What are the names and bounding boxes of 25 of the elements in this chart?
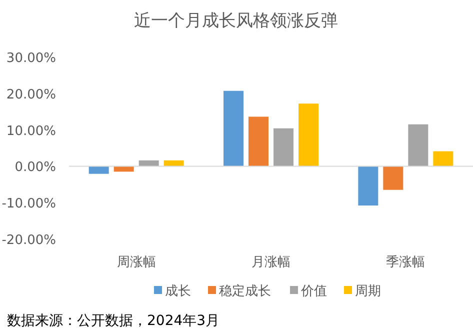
y-tick-label: -20.00% (2, 233, 56, 248)
bar (248, 116, 268, 166)
y-tick-label: -10.00% (2, 196, 56, 212)
bar (224, 90, 244, 166)
bar (114, 166, 134, 172)
x-tick-label: 季涨幅 (386, 255, 426, 270)
y-tick-label: 10.00% (6, 124, 56, 139)
source-note: 数据来源：公开数据，2024年3月 (7, 313, 220, 329)
bar (433, 151, 454, 166)
bar (408, 124, 428, 166)
bar (298, 104, 318, 166)
y-tick-label: 0.00% (14, 160, 56, 176)
bar (88, 166, 109, 174)
bar (358, 166, 378, 206)
legend-label: 周期 (355, 284, 381, 299)
x-tick-label: 周涨幅 (116, 255, 156, 270)
bar (274, 128, 294, 166)
legend-label: 稳定成长 (219, 284, 271, 299)
legend-label: 成长 (165, 284, 191, 299)
legend-label: 价值 (300, 284, 327, 299)
bar (383, 166, 404, 190)
chart-title: 近一个月成长风格领涨反弹 (134, 11, 338, 31)
y-tick-label: 20.00% (6, 87, 56, 102)
y-tick-label: 30.00% (6, 51, 56, 66)
x-tick-label: 月涨幅 (252, 255, 290, 270)
